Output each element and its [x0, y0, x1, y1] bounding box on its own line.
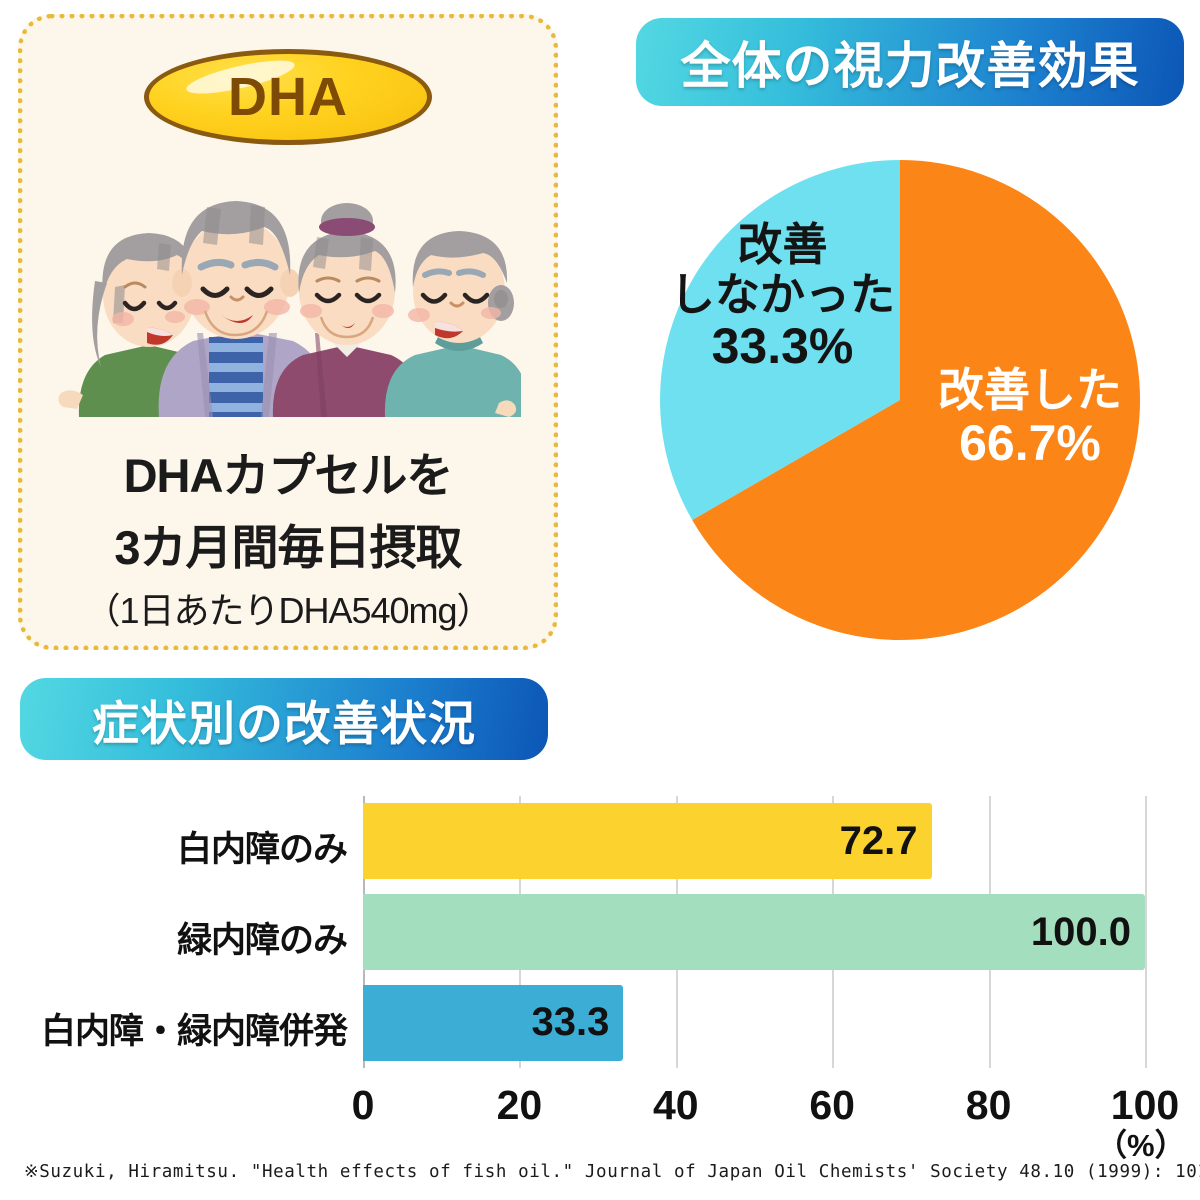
section-banner-by-symptom-label: 症状別の改善状況: [92, 696, 476, 750]
bar-chart-xtick: 40: [652, 1082, 699, 1128]
bar-1: 72.7: [363, 803, 932, 880]
pie-label-not-improved-line2: しなかった: [669, 268, 895, 320]
dha-intake-card: DHA: [18, 14, 558, 650]
pie-chart-svg: [660, 160, 1141, 640]
bar-3: 33.3: [363, 984, 624, 1061]
card-headline-line1: DHAカプセルを: [123, 449, 454, 502]
bar-category-label: 緑内障のみ: [176, 921, 348, 960]
elderly-group-illustration: [58, 201, 521, 417]
bar-value-label: 100.0: [1030, 909, 1131, 954]
card-headline-line2: 3カ月間毎日摂取: [114, 521, 462, 574]
pie-label-not-improved-value: 33.3%: [711, 318, 854, 374]
bar-chart-row: 100.0 緑内障のみ: [177, 894, 1145, 970]
bar-chart-xtick: 60: [809, 1082, 855, 1128]
person-teal: [384, 231, 521, 417]
bar-chart-row: 33.3 白内障・緑内障併発: [41, 984, 1145, 1061]
person-purple: [272, 203, 422, 417]
pie-slice-not-improved: [660, 160, 900, 520]
bar-chart-row: 72.7 白内障のみ: [177, 803, 1145, 880]
person-lavender: [158, 201, 328, 417]
bar-chart-xtick: 0: [351, 1082, 375, 1128]
bar-chart-xtick: 80: [965, 1082, 1012, 1128]
bar-value-label: 72.7: [839, 818, 918, 863]
section-banner-overall-effect-label: 全体の視力改善効果: [680, 38, 1140, 94]
dha-capsule-icon: DHA: [144, 49, 432, 145]
pie-label-improved-line1: 改善した: [938, 364, 1122, 416]
bar-2: 100.0: [363, 894, 1145, 970]
bar-chart-plot-area: 72.7 白内障のみ 100.0 緑内障のみ 33.3 白内障・緑内障併発 0 20 40 60 8…: [41, 796, 1179, 1128]
bar-chart-gridline: [1145, 796, 1147, 1068]
bar-chart-xtick: 20: [496, 1082, 543, 1128]
pie-slice-improved: [692, 160, 1141, 640]
bar-chart-xtick: 100: [1110, 1082, 1180, 1128]
card-dosage-note: （1日あたりDHA540mg）: [84, 590, 492, 631]
bar-value-label: 33.3: [531, 1000, 610, 1045]
section-banner-by-symptom: 症状別の改善状況: [20, 678, 548, 760]
bar-chart-unit-label: （%）: [1096, 1128, 1186, 1163]
pie-chart-overall-vision-improvement: 改善 しなかった 33.3% 改善した 66.7%: [650, 150, 1150, 650]
source-citation: ※Suzuki, Hiramitsu. "Health effects of f…: [24, 1162, 1200, 1182]
bar-chart-improvement-by-symptom: 72.7 白内障のみ 100.0 緑内障のみ 33.3 白内障・緑内障併発 0 20 40 60 8…: [0, 786, 1200, 1163]
bar-category-label: 白内障・緑内障併発: [40, 1011, 348, 1051]
section-banner-overall-effect: 全体の視力改善効果: [636, 18, 1184, 106]
pie-label-improved: 改善した 66.7%: [905, 365, 1155, 471]
bar-category-label: 白内障のみ: [176, 830, 348, 870]
pie-label-not-improved-line1: 改善: [737, 219, 828, 270]
dha-capsule-label: DHA: [228, 67, 348, 127]
pie-label-not-improved: 改善 しなかった 33.3%: [660, 220, 905, 374]
pie-label-improved-value: 66.7%: [959, 414, 1101, 471]
